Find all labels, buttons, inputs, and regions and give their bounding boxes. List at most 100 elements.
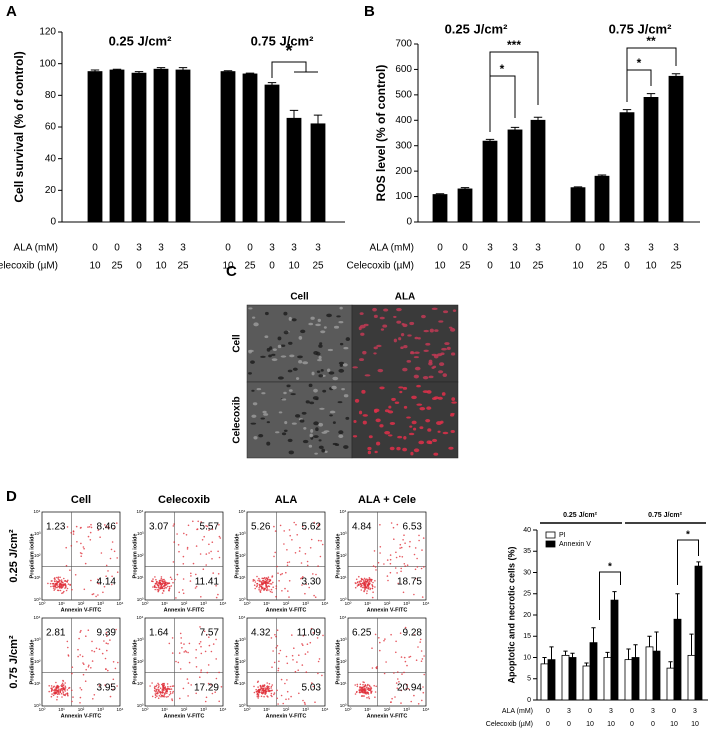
flow-event bbox=[215, 596, 218, 599]
flow-event bbox=[400, 546, 403, 549]
x-tick-label: 10⁰ bbox=[244, 601, 251, 606]
error-bar bbox=[573, 186, 583, 188]
flow-event bbox=[195, 585, 198, 588]
cell-spot bbox=[301, 411, 307, 415]
quadrant-value: 5.57 bbox=[200, 522, 220, 533]
flow-event bbox=[409, 655, 412, 658]
flow-event bbox=[304, 592, 306, 595]
cell-spot bbox=[338, 321, 344, 324]
flow-event bbox=[85, 635, 87, 637]
cell-spot bbox=[299, 419, 305, 423]
quadrant-value: 6.25 bbox=[352, 628, 372, 639]
flow-event bbox=[279, 573, 282, 576]
bar bbox=[668, 75, 684, 223]
flow-event bbox=[65, 585, 67, 587]
significance-label: ** bbox=[646, 34, 656, 48]
flow-event bbox=[277, 669, 280, 672]
cell-spot bbox=[377, 368, 384, 373]
x-tick-label: 0 bbox=[136, 261, 142, 272]
cell-spot bbox=[333, 325, 340, 329]
x-tick-label: 0 bbox=[651, 721, 655, 728]
flow-event bbox=[210, 550, 212, 553]
flow-event bbox=[92, 593, 95, 595]
flow-event bbox=[402, 591, 405, 594]
flow-event bbox=[151, 580, 153, 582]
bar bbox=[570, 187, 586, 223]
flow-event bbox=[267, 696, 269, 698]
flow-event bbox=[273, 525, 275, 528]
flow-event bbox=[159, 586, 162, 588]
flow-event bbox=[260, 691, 263, 694]
flow-event bbox=[155, 578, 157, 581]
flow-event bbox=[62, 688, 65, 690]
cell-spot bbox=[441, 347, 448, 351]
flow-event bbox=[56, 698, 58, 701]
flow-event bbox=[364, 578, 367, 581]
quadrant-value: 9.39 bbox=[97, 628, 117, 639]
flow-event bbox=[105, 642, 108, 644]
flow-event bbox=[82, 673, 85, 676]
flow-event bbox=[90, 667, 92, 669]
flow-event bbox=[261, 587, 264, 590]
flow-event bbox=[253, 685, 255, 688]
quadrant-value: 1.23 bbox=[46, 522, 66, 533]
flow-event bbox=[182, 555, 185, 558]
flow-event bbox=[373, 550, 376, 552]
flow-event bbox=[158, 685, 160, 687]
x-tick-label: 10⁴ bbox=[117, 707, 124, 712]
cell-spot bbox=[271, 358, 278, 362]
flow-event bbox=[115, 628, 117, 631]
flow-event bbox=[268, 685, 270, 688]
flow-event bbox=[270, 687, 272, 689]
flow-event bbox=[271, 666, 273, 668]
flow-event bbox=[205, 564, 207, 566]
cell-spot bbox=[379, 424, 384, 428]
x-tick-label: 10⁴ bbox=[322, 601, 329, 606]
cell-spot bbox=[444, 342, 450, 345]
flow-event bbox=[362, 686, 365, 688]
flow-event bbox=[160, 694, 163, 697]
flow-event bbox=[400, 570, 402, 573]
flow-event bbox=[369, 587, 372, 590]
x-tick-label: 3 bbox=[535, 243, 541, 254]
flow-event bbox=[286, 561, 289, 564]
flow-event bbox=[183, 651, 185, 653]
flow-event bbox=[162, 682, 164, 685]
y-tick-label: 600 bbox=[395, 64, 412, 75]
flow-event bbox=[405, 688, 408, 690]
flow-event bbox=[61, 585, 63, 588]
flow-event bbox=[190, 684, 192, 686]
flow-event bbox=[60, 587, 63, 589]
flow-event bbox=[172, 690, 174, 693]
flow-event bbox=[107, 570, 109, 572]
flow-event bbox=[267, 686, 269, 689]
flow-event bbox=[296, 661, 298, 663]
flow-event bbox=[319, 555, 322, 558]
flow-event bbox=[97, 594, 99, 596]
flow-event bbox=[275, 587, 278, 590]
flow-event bbox=[356, 581, 359, 584]
flow-event bbox=[158, 690, 160, 693]
flow-event bbox=[372, 565, 375, 567]
flow-event bbox=[168, 694, 171, 696]
flow-event bbox=[50, 585, 52, 588]
flow-event bbox=[60, 580, 63, 583]
flow-event bbox=[57, 585, 60, 588]
flow-event bbox=[287, 698, 290, 700]
flow-event bbox=[276, 629, 279, 631]
cell-spot bbox=[373, 314, 378, 319]
micrograph bbox=[246, 304, 353, 383]
flow-event bbox=[164, 581, 166, 584]
flow-event bbox=[420, 567, 423, 570]
flow-event bbox=[156, 583, 158, 586]
flow-event bbox=[367, 696, 370, 698]
flow-event bbox=[168, 588, 171, 590]
flow-event bbox=[276, 565, 278, 568]
x-tick-label: 10⁴ bbox=[322, 707, 329, 712]
flow-event bbox=[61, 581, 63, 584]
flow-event bbox=[266, 586, 269, 588]
flow-event bbox=[317, 672, 319, 675]
x-tick-label: 3 bbox=[487, 243, 493, 254]
error-bar bbox=[112, 68, 122, 70]
flow-event bbox=[321, 543, 324, 546]
